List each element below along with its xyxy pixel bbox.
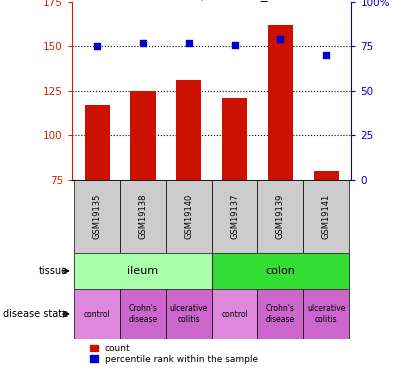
Title: GDS559 / 201692_at: GDS559 / 201692_at: [143, 0, 281, 1]
Text: ulcerative
colitis: ulcerative colitis: [307, 304, 345, 324]
Text: Crohn's
disease: Crohn's disease: [128, 304, 157, 324]
Text: GSM19137: GSM19137: [230, 194, 239, 239]
Text: GSM19139: GSM19139: [276, 194, 285, 239]
Bar: [303, 289, 349, 339]
Text: ileum: ileum: [127, 266, 159, 276]
Text: GSM19140: GSM19140: [184, 194, 193, 239]
Point: [94, 44, 100, 50]
Text: tissue: tissue: [39, 266, 68, 276]
Bar: [74, 180, 120, 253]
Text: control: control: [221, 310, 248, 319]
Bar: [130, 91, 155, 180]
Bar: [257, 289, 303, 339]
Point: [231, 42, 238, 48]
Text: GSM19135: GSM19135: [92, 194, 102, 239]
Bar: [176, 80, 201, 180]
Bar: [166, 289, 212, 339]
Text: GSM19141: GSM19141: [322, 194, 331, 239]
Point: [185, 40, 192, 46]
Bar: [120, 289, 166, 339]
Bar: [212, 253, 349, 289]
Bar: [268, 25, 293, 180]
Text: ulcerative
colitis: ulcerative colitis: [170, 304, 208, 324]
Bar: [85, 105, 110, 180]
Text: control: control: [84, 310, 111, 319]
Bar: [257, 180, 303, 253]
Bar: [212, 289, 257, 339]
Point: [140, 40, 146, 46]
Text: Crohn's
disease: Crohn's disease: [266, 304, 295, 324]
Point: [323, 53, 330, 58]
Bar: [74, 289, 120, 339]
Bar: [74, 253, 212, 289]
Legend: count, percentile rank within the sample: count, percentile rank within the sample: [90, 344, 258, 364]
Bar: [212, 180, 257, 253]
Bar: [166, 180, 212, 253]
Text: GSM19138: GSM19138: [139, 194, 148, 239]
Bar: [222, 98, 247, 180]
Bar: [303, 180, 349, 253]
Bar: [314, 171, 339, 180]
Point: [277, 36, 284, 42]
Text: colon: colon: [266, 266, 296, 276]
Bar: [120, 180, 166, 253]
Text: disease state: disease state: [3, 309, 68, 319]
